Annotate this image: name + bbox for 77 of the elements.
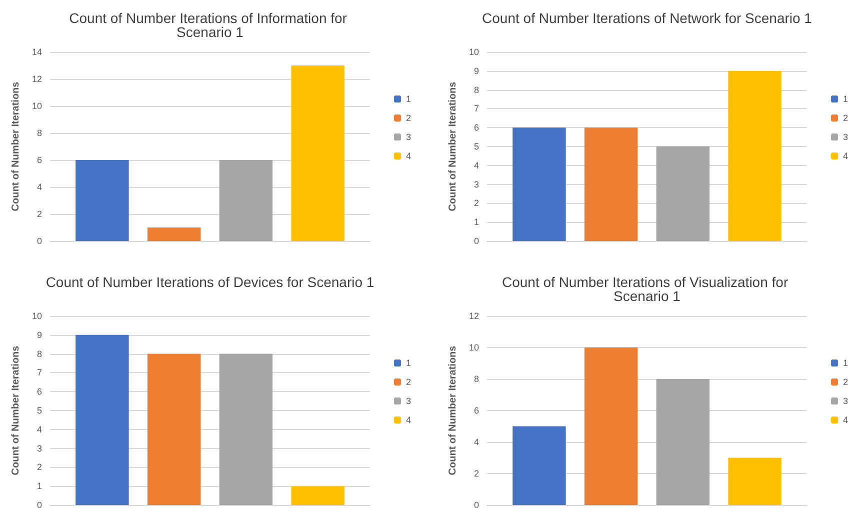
y-tick-label: 6: [474, 406, 479, 416]
y-tick-label: 2: [474, 198, 479, 208]
y-tick-label: 9: [474, 66, 479, 76]
y-tick-label: 14: [32, 47, 42, 57]
y-tick-label: 4: [474, 437, 479, 447]
y-tick-label: 6: [36, 386, 42, 397]
y-tick-label: 4: [36, 182, 42, 192]
y-tick-label: 1: [36, 481, 42, 492]
bar: [219, 354, 273, 505]
y-tick-label: 2: [474, 468, 479, 478]
bar: [147, 228, 201, 241]
chart-title: Count of Number Iterations of Information for Scenario 1: [69, 10, 351, 40]
legend-label: 1: [406, 94, 412, 104]
y-tick-label: 2: [36, 209, 42, 219]
legend-label: 3: [406, 396, 412, 406]
bar: [219, 160, 273, 241]
y-tick-label: 3: [36, 443, 42, 454]
legend-label: 1: [406, 358, 412, 368]
legend-label: 1: [842, 358, 848, 368]
y-axis-title: Count of Number Iterations: [448, 345, 459, 476]
y-tick-label: 10: [468, 47, 479, 57]
y-tick-label: 1: [474, 217, 479, 228]
y-tick-label: 8: [36, 348, 42, 359]
legend-label: 4: [406, 415, 412, 425]
y-tick-label: 8: [474, 374, 479, 384]
y-tick-label: 5: [474, 142, 479, 152]
bar: [147, 354, 201, 505]
bar: [76, 160, 129, 241]
legend-label: 3: [842, 132, 848, 142]
chart-title: Count of Number Iterations of Devices for Scenario 1: [46, 274, 374, 290]
y-axis-title: Count of Number Iterations: [448, 81, 459, 212]
legend-label: 2: [842, 113, 848, 123]
y-tick-label: 0: [474, 500, 479, 510]
legend-label: 2: [406, 113, 412, 123]
y-tick-label: 10: [32, 101, 42, 111]
y-tick-label: 10: [468, 342, 479, 352]
y-tick-label: 6: [474, 122, 479, 133]
y-tick-label: 0: [36, 236, 42, 246]
chart-title: Count of Number Iterations of Visualization for Scenario 1: [502, 274, 792, 304]
y-tick-label: 12: [468, 311, 479, 321]
y-tick-label: 6: [36, 155, 42, 165]
bar: [512, 128, 566, 241]
bar: [584, 348, 638, 505]
y-tick-label: 7: [36, 368, 42, 378]
y-tick-label: 3: [474, 179, 479, 190]
legend-label: 4: [842, 151, 848, 161]
legend-label: 4: [842, 415, 848, 425]
y-tick-label: 0: [474, 236, 479, 246]
y-tick-label: 10: [32, 311, 42, 321]
legend-label: 4: [406, 151, 412, 161]
y-tick-label: 5: [36, 406, 42, 416]
bar: [656, 379, 710, 505]
bar: [291, 486, 344, 505]
bar: [656, 146, 710, 241]
bar: [291, 66, 344, 241]
legend-label: 3: [842, 396, 848, 406]
y-tick-label: 8: [36, 128, 42, 138]
bar: [76, 334, 129, 505]
legend-label: 2: [406, 377, 412, 387]
y-tick-label: 4: [474, 160, 479, 170]
y-tick-label: 8: [474, 84, 479, 95]
y-tick-label: 9: [36, 330, 42, 340]
y-axis-title: Count of Number Iterations: [10, 81, 22, 212]
chart-title: Count of Number Iterations of Network for Scenario 1: [482, 10, 812, 26]
y-tick-label: 12: [32, 74, 42, 84]
y-tick-label: 2: [36, 462, 42, 472]
legend-label: 1: [842, 94, 848, 104]
legend-label: 2: [842, 377, 848, 387]
y-tick-label: 4: [36, 424, 42, 434]
y-axis-title: Count of Number Iterations: [10, 345, 22, 476]
bar: [512, 426, 566, 505]
bar: [728, 70, 782, 241]
bar: [584, 128, 638, 241]
y-tick-label: 7: [474, 104, 479, 114]
y-tick-label: 0: [36, 500, 42, 510]
bar: [728, 458, 782, 505]
legend-label: 3: [406, 132, 412, 142]
